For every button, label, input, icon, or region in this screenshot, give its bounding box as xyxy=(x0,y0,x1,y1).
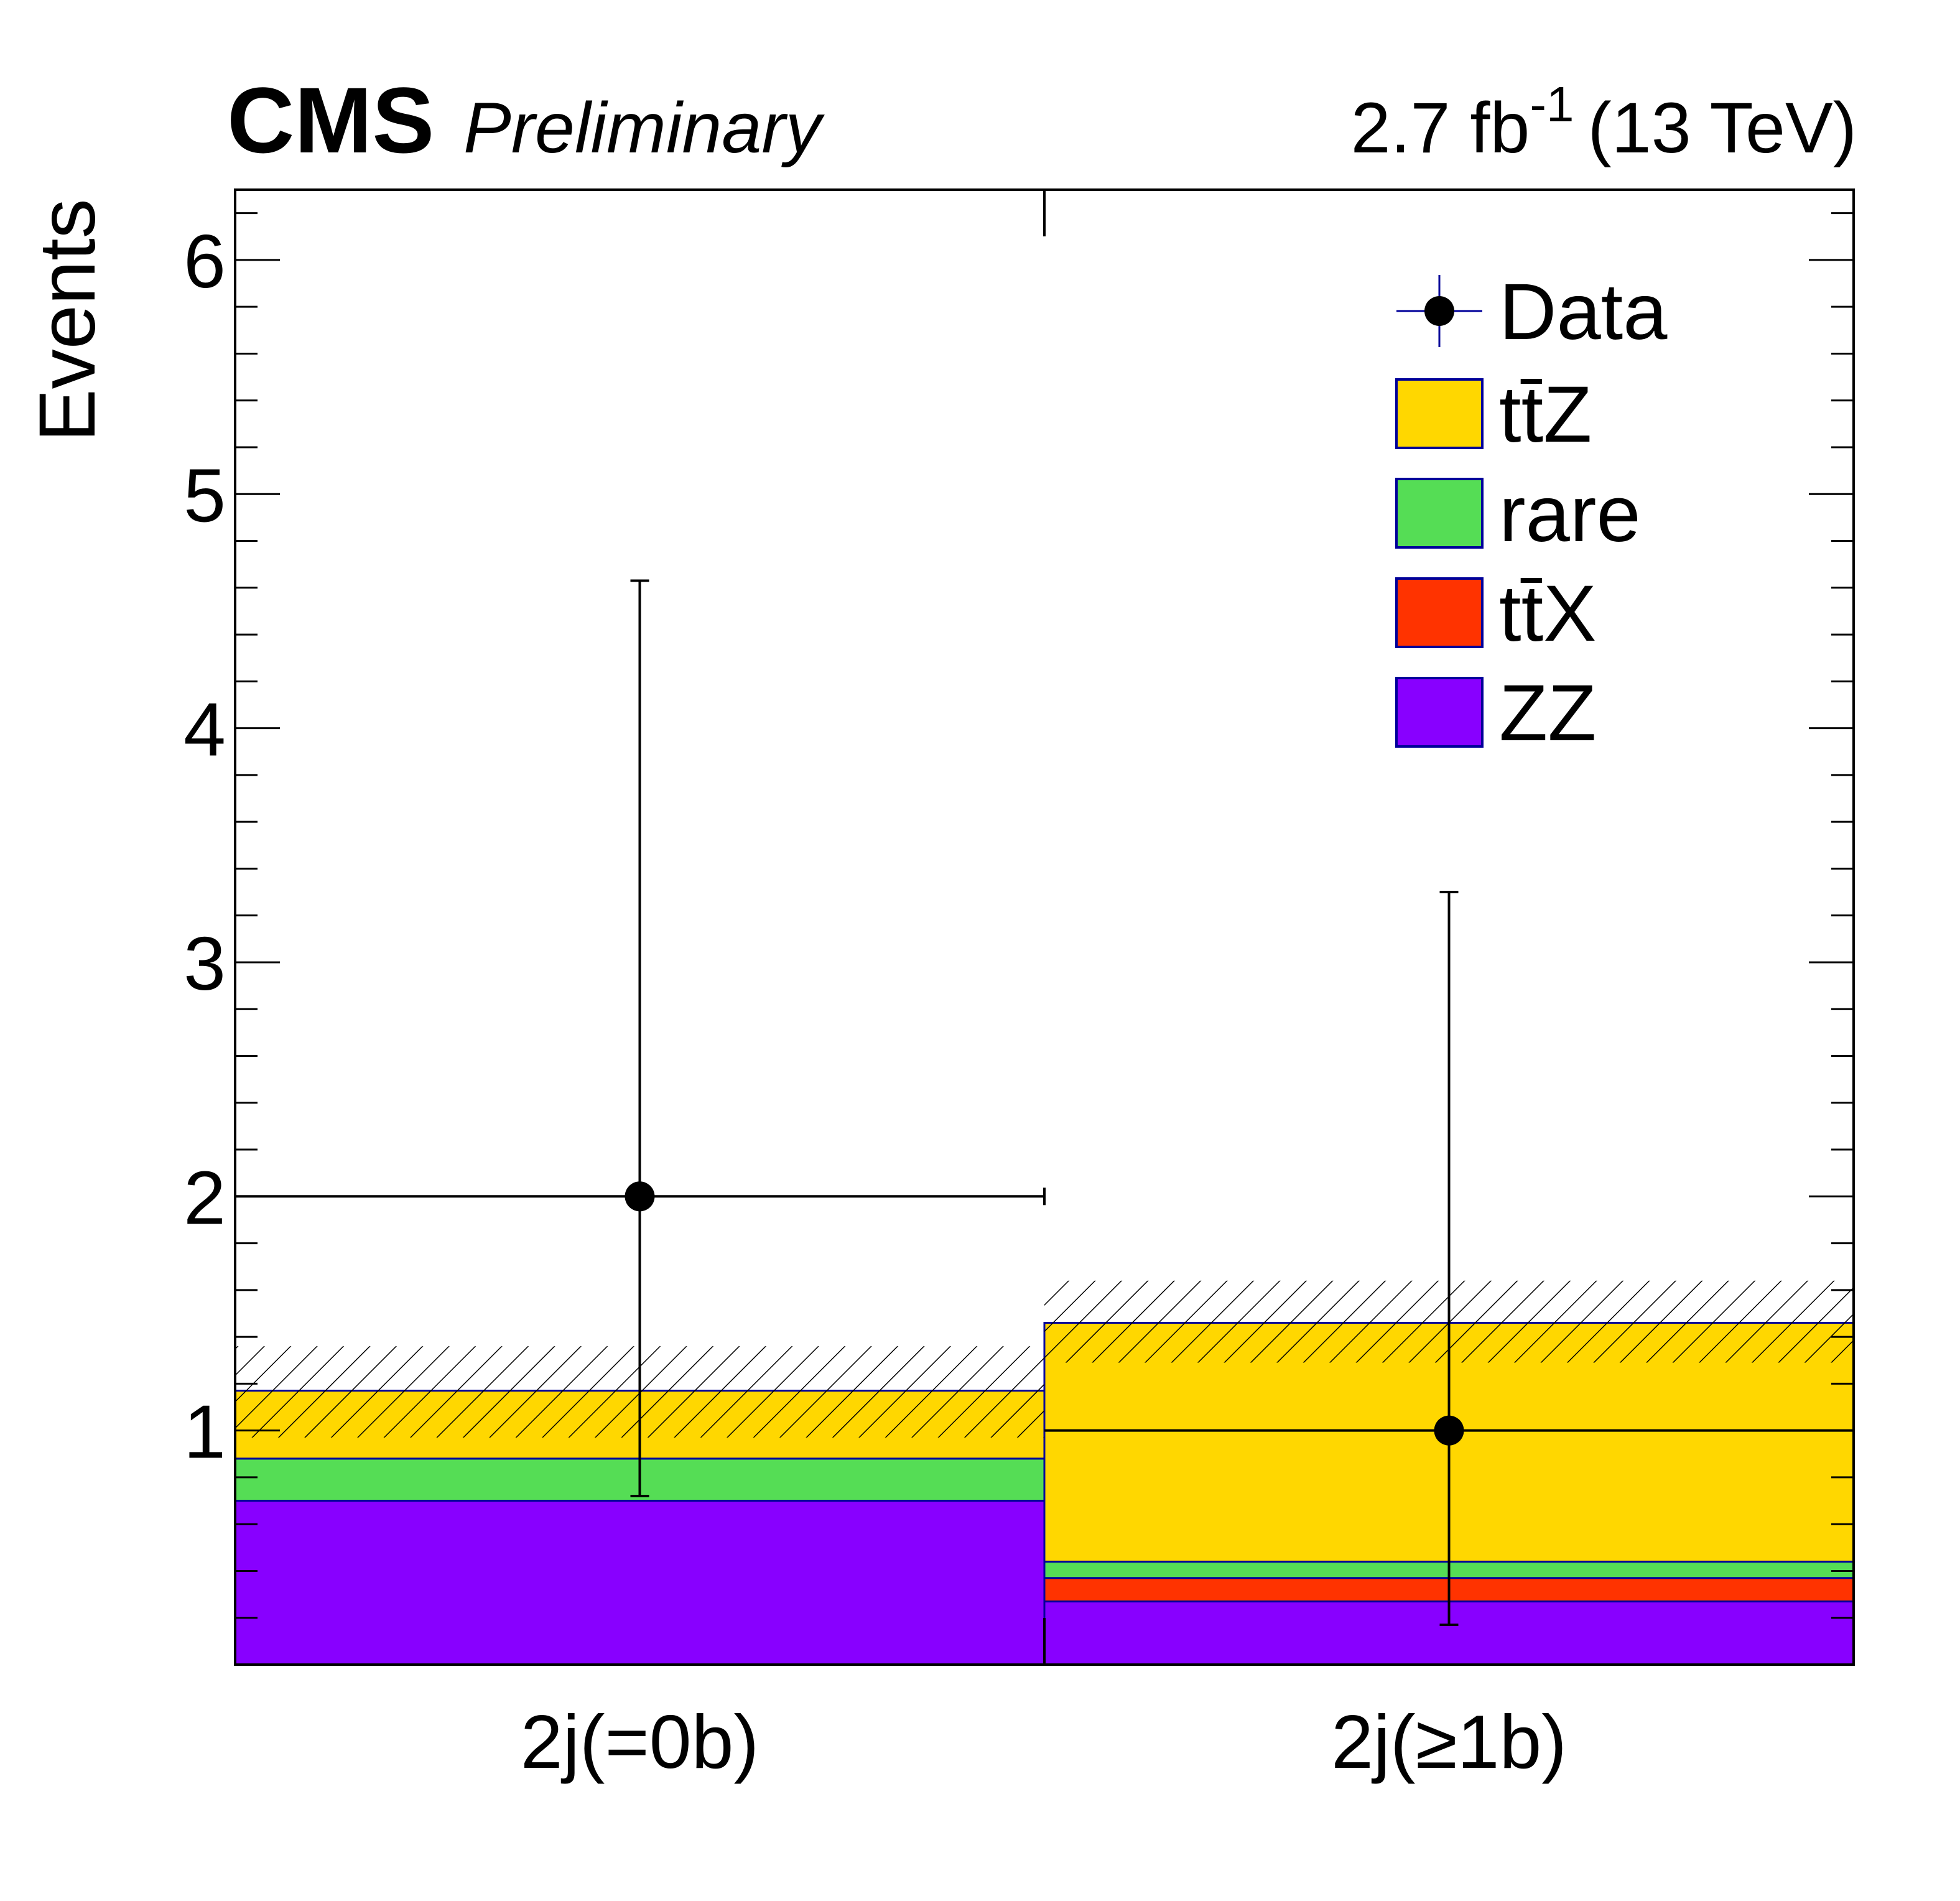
legend-swatch-rare xyxy=(1395,478,1484,549)
legend-label-zz: ZZ xyxy=(1499,669,1596,758)
y-tick-label: 2 xyxy=(183,1155,226,1240)
legend-swatch-zz xyxy=(1395,677,1484,748)
experiment-label: CMS xyxy=(227,68,434,172)
plot-area: 1 2 3 4 5 6 2j(=0b) 2j(≥1b) Data tt̄Z rare tt̄X ZZ xyxy=(183,188,1855,1784)
legend-label-data: Data xyxy=(1499,267,1668,356)
y-axis-title: Events xyxy=(23,198,112,442)
luminosity-exponent: -1 xyxy=(1530,77,1574,132)
legend-swatch-ttx xyxy=(1395,577,1484,648)
status-label: Preliminary xyxy=(463,88,825,168)
legend-swatch-ttz xyxy=(1395,378,1484,449)
bar-zz-bin-1 xyxy=(234,1500,1046,1666)
y-tick-label: 3 xyxy=(183,921,226,1006)
luminosity-value: 2.7 fb xyxy=(1351,88,1530,168)
y-tick-label: 6 xyxy=(183,219,226,304)
x-tick-label: 2j(≥1b) xyxy=(1331,1699,1567,1784)
legend-label-ttx: tt̄X xyxy=(1499,569,1597,658)
x-tick-label: 2j(=0b) xyxy=(521,1699,759,1784)
legend-label-rare: rare xyxy=(1499,470,1641,559)
energy-label: (13 TeV) xyxy=(1587,88,1857,168)
legend-label-ttz: tt̄Z xyxy=(1499,370,1592,459)
legend-data-marker xyxy=(1424,296,1454,326)
luminosity-label: 2.7 fb-1 (13 TeV) xyxy=(1351,77,1857,168)
data-point-bin-1 xyxy=(625,1181,655,1212)
data-point-bin-2 xyxy=(1434,1415,1464,1446)
y-tick-label: 4 xyxy=(183,687,226,772)
y-tick-label: 1 xyxy=(183,1390,226,1474)
y-tick-label: 5 xyxy=(183,453,226,537)
